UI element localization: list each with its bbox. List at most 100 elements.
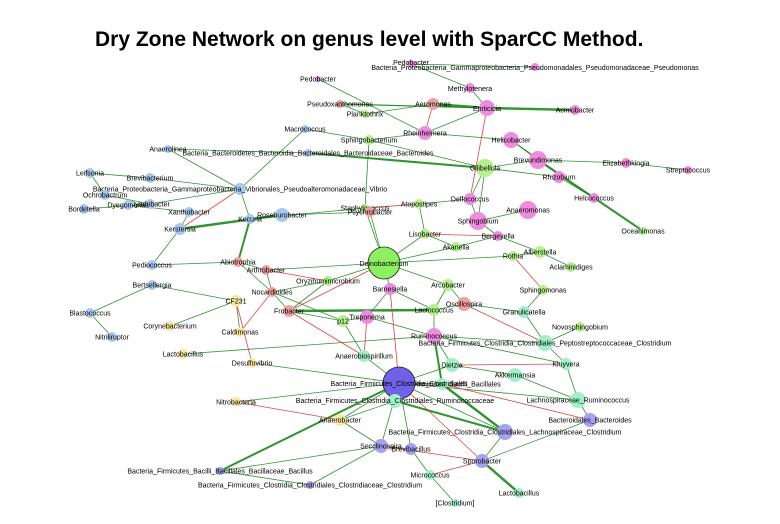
edge-pediococcus-abiotrophia xyxy=(151,261,239,266)
node-label-pedobacter2: Pedobacter xyxy=(300,77,336,84)
node-circle-brevundimonas xyxy=(529,151,547,169)
node-label-bergeyella: Bergeyella xyxy=(481,234,514,241)
node-label-lactobacillus2: Lactobacillus xyxy=(499,491,540,498)
edge-lisobacter-bergeyella xyxy=(424,233,499,237)
edge-rheinheimera-sphingobacterium xyxy=(368,132,426,141)
node-label-kocuria: Kocuria xyxy=(238,217,262,224)
edge-leifsonia-brevibacterium xyxy=(89,172,151,179)
node-circle-desulfovibrio xyxy=(247,358,257,368)
node-circle-oscillospira xyxy=(457,297,471,311)
node-label-bertsellergia: Bertsellergia xyxy=(133,283,172,290)
edge-bacteroides1-gilibellula xyxy=(307,152,486,169)
edge-kerstersia-vibrio xyxy=(179,188,241,230)
node-ruminococcus1: Ruminococcus xyxy=(411,328,457,344)
edge-abiotrophia-kocuria xyxy=(237,218,251,263)
edge-sphingobacterium-gilibellula xyxy=(368,139,486,169)
edge-rothia-sphingomonas xyxy=(512,255,544,291)
edge-barnesiella-lactococcus xyxy=(389,288,435,311)
node-bertsellergia: Bertsellergia xyxy=(133,280,172,290)
edge-brevibacterium-vibrio xyxy=(149,177,241,190)
node-secclinospira: Secclinospira xyxy=(360,439,402,453)
node-lachno_rumino: Lachnospiraceae_Ruminococcus xyxy=(526,392,630,408)
node-xanthobacter: Xanthobacter xyxy=(168,207,210,217)
node-circle-clostridiaceae xyxy=(306,481,314,489)
node-label-micrococcus: Micrococcus xyxy=(411,473,450,480)
node-label-nitrobacteria: Nitrobacteria xyxy=(216,400,256,407)
node-label-clostridium_b: [Clostridium] xyxy=(436,501,475,508)
node-circle-kerstersia xyxy=(174,223,186,235)
node-circle-roseburobacter xyxy=(275,208,289,222)
node-helcococcus: Helcococcus xyxy=(574,193,614,203)
edge-nitriliruptor-blastococcus xyxy=(89,312,113,338)
edge-pedobacter1-pseudomonas xyxy=(410,63,536,68)
edge-lisobacter-akanella xyxy=(424,233,457,248)
node-emticicia: Emticicia xyxy=(473,100,501,116)
node-label-leifsonia: Leifsonia xyxy=(76,171,104,178)
node-circle-pediococcus xyxy=(147,260,157,270)
node-label-macrococcus: Macrococcus xyxy=(284,127,326,134)
node-circle-planktothrix xyxy=(361,110,369,118)
node-elizabethkingia: Elizabethkingia xyxy=(602,158,650,168)
node-desulfovibrio: Desulfovibrio xyxy=(232,358,272,368)
node-circle-nocardioides xyxy=(267,287,277,297)
node-rumbacilli: Bacteria_Firmicutes_Bacilli_Bacillales xyxy=(383,378,501,390)
node-vibrio: Bacteria_Proteobacteria_Gammaproteobacte… xyxy=(93,183,387,195)
edge-elizabethkingia-streptococcus xyxy=(625,162,689,171)
node-label-brevundimonas: Brevundimonas xyxy=(514,158,563,165)
node-circle-anaerobiospirillum xyxy=(358,350,370,362)
node-circle-pedobacter1 xyxy=(407,60,415,68)
node-label-rothia: Rothia xyxy=(503,254,523,261)
node-brevundimonas: Brevundimonas xyxy=(514,151,563,169)
node-circle-arthrobacter xyxy=(261,265,271,275)
node-rheinheimera: Rheinheimera xyxy=(403,126,447,140)
node-clostridium_b: [Clostridium] xyxy=(436,499,475,508)
node-label-akkermansia: Akkermansia xyxy=(495,373,536,380)
node-circle-peptostrep xyxy=(537,335,553,351)
edge-aeromonas-emticicia xyxy=(432,102,488,110)
node-bordetella: Bordetella xyxy=(68,204,100,214)
node-label-cf231: CF231 xyxy=(225,299,246,306)
node-circle-kluyvera xyxy=(560,358,572,370)
node-dietzia: Dietzia xyxy=(441,358,463,372)
node-circle-bacteroides1 xyxy=(304,149,312,157)
node-nitrobacteria: Nitrobacteria xyxy=(216,397,256,407)
node-label-aeromonas: Aeromonas xyxy=(415,102,451,109)
node-circle-dietzia xyxy=(445,358,459,372)
node-planktothrix: Planktothrix xyxy=(347,110,384,119)
node-label-delfococcus: Delfococcus xyxy=(451,197,490,204)
node-rhizobium: Rhizobium xyxy=(542,171,576,183)
node-clostridiaceae: Bacteria_Firmicutes_Clostridia_Clostridi… xyxy=(198,481,422,490)
node-circle-nitrobacteria xyxy=(231,397,241,407)
node-gilibellula: Gilibellula xyxy=(470,159,500,177)
node-label-clostridiaceae: Bacteria_Firmicutes_Clostridia_Clostridi… xyxy=(198,483,422,490)
node-treponema: Treponema xyxy=(349,310,385,324)
edge-oscillospira-peptostrep xyxy=(463,303,546,344)
node-label-secclinospira: Secclinospira xyxy=(360,444,402,451)
edge-nocardioides-caldimonas xyxy=(239,291,273,333)
node-granulicatella: Granulicatella xyxy=(503,306,546,318)
edge-rumbacilli-clos_lachno_clos xyxy=(441,383,506,433)
node-circle-brevibacterium xyxy=(145,173,155,183)
node-lactobacillus2: Lactobacillus xyxy=(499,488,540,498)
node-label-pseudoxanthomonas: Pseudoxanthomonas xyxy=(307,102,373,109)
edge-macrococcus-vibrio xyxy=(239,128,306,190)
node-circle-deinobacterium xyxy=(367,246,401,280)
node-kerstersia: Kerstersia xyxy=(164,223,196,235)
edge-bac_clos_rum-clos_lachno_clos xyxy=(394,400,506,433)
edge-gilibellula-rhizobium xyxy=(484,167,560,178)
edge-kocuria-staphylococcus xyxy=(249,207,366,220)
node-label-oryzihumimicrobium: Oryzihumimicrobium xyxy=(296,279,360,286)
node-leifsonia: Leifsonia xyxy=(76,168,104,178)
node-label-vibrio: Bacteria_Proteobacteria_Gammaproteobacte… xyxy=(93,187,387,194)
edge-pediococcus-kerstersia xyxy=(151,228,181,266)
edge-macrococcus-sphingobacterium xyxy=(304,128,370,141)
node-bacteroides2: Bacteroidales_Bacteroides xyxy=(548,413,632,427)
node-circle-p12 xyxy=(337,315,349,327)
edge-ruminococcus1-kluyvera xyxy=(433,335,567,365)
node-label-anaerolinea: Anaerolinea xyxy=(149,147,186,154)
edge-clostridiales-desulfovibrio xyxy=(251,362,400,384)
edge-rheinheimera-helicobacter xyxy=(424,132,512,141)
node-circle-kocuria xyxy=(245,214,255,224)
edge-arthrobacter-oryzihumimicrobium xyxy=(265,269,329,282)
node-circle-oceanimonas xyxy=(639,227,647,235)
